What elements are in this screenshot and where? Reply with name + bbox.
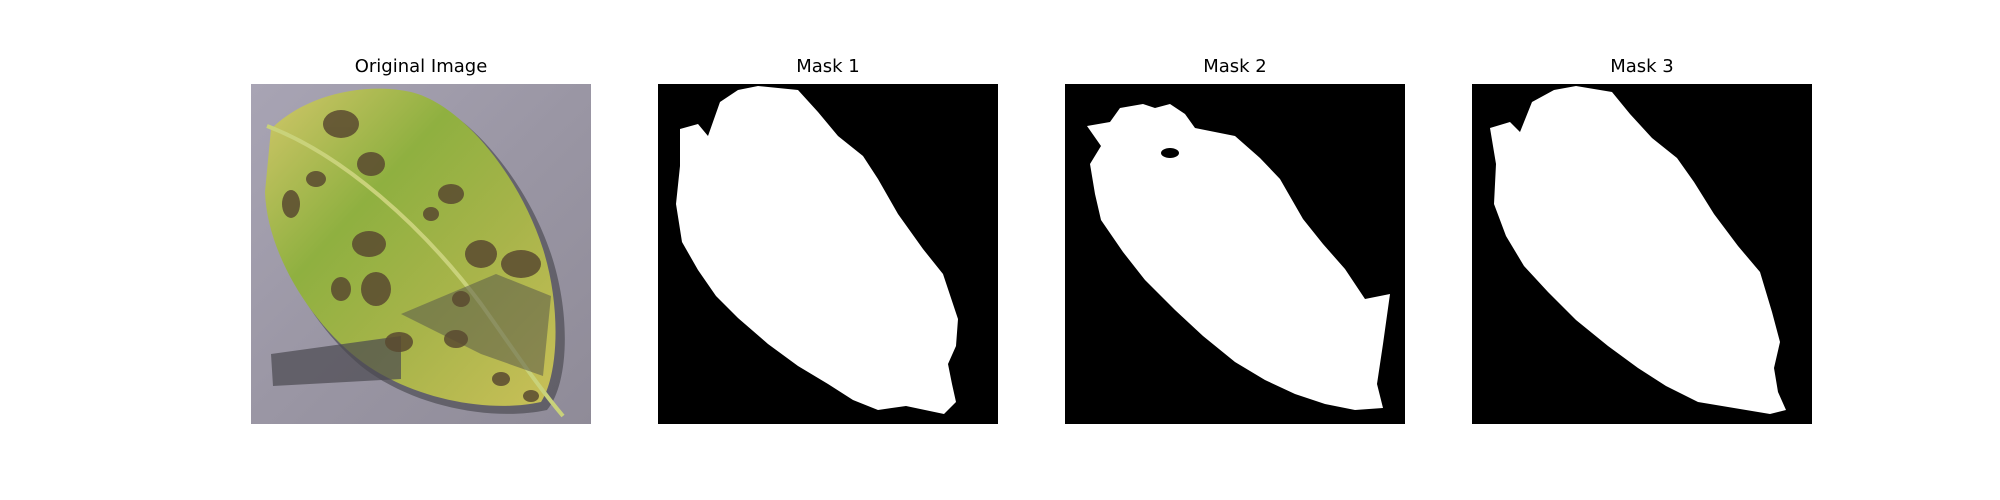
leaf-spots — [282, 110, 541, 402]
panel-mask-2: Mask 2 — [1065, 0, 1405, 500]
mask-3-image — [1472, 84, 1812, 424]
panel-title: Mask 2 — [1203, 56, 1267, 77]
mask-region — [1490, 86, 1786, 414]
mask-region — [1087, 104, 1390, 410]
panel-original-image: Original Image — [251, 0, 591, 500]
mask-1-image — [658, 84, 998, 424]
occlusion-artifact-2 — [401, 274, 551, 376]
mask-hole — [1161, 148, 1179, 158]
panel-title: Original Image — [354, 56, 488, 77]
panel-mask-3: Mask 3 — [1472, 0, 1812, 500]
panel-title: Mask 1 — [796, 56, 860, 77]
leaf-midrib — [266, 124, 565, 418]
mask-region — [676, 86, 958, 414]
occlusion-artifact — [271, 336, 401, 386]
panel-title: Mask 3 — [1610, 56, 1674, 77]
panel-mask-1: Mask 1 — [658, 0, 998, 500]
original-image — [251, 84, 591, 424]
mask-2-image — [1065, 84, 1405, 424]
